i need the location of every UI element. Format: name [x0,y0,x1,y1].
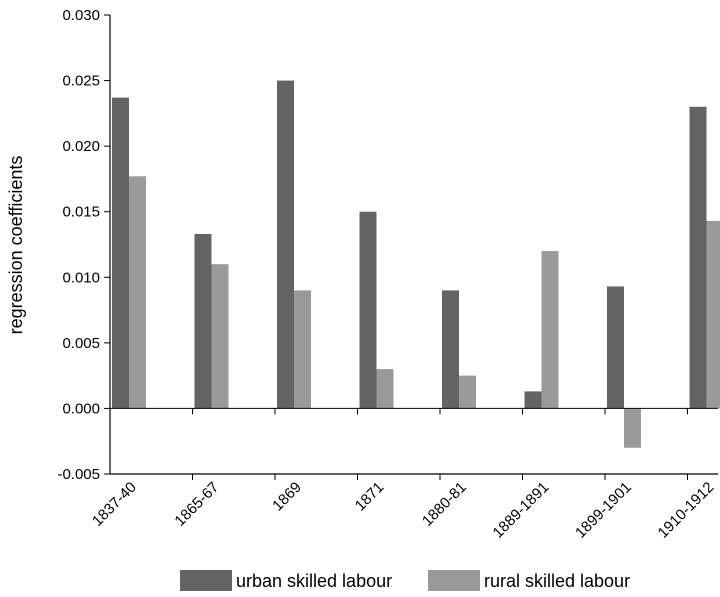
bar-rural-1899-1901 [624,408,641,448]
x-tick-label: 1837-40 [89,479,140,530]
bar-rural-1869 [294,290,311,409]
legend: urban skilled labour rural skilled labour [180,570,630,591]
bar-urban-1910-1912 [689,106,707,409]
legend-swatch-urban [180,570,232,591]
bar-urban-1869 [277,80,294,409]
bar-rural-1865-67 [211,264,229,409]
bar-rural-1910-1912 [706,220,720,409]
legend-label-urban: urban skilled labour [236,571,392,591]
bar-rural-1889-1891 [541,251,559,409]
x-tick-label: 1899-1901 [572,479,635,542]
y-tick-label: 0.015 [62,204,100,221]
y-tick-label: -0.005 [57,466,100,483]
y-axis-label: regression coefficients [6,156,26,335]
x-tick-label: 1871 [352,479,388,515]
y-tick-label: 0.030 [62,7,100,24]
y-tick-label: 0.025 [62,73,100,90]
legend-label-rural: rural skilled labour [484,571,630,591]
bar-urban-1865-67 [194,234,212,409]
bar-rural-1871 [376,369,394,409]
bars-group [112,80,720,448]
bar-urban-1837-40 [112,97,129,409]
x-tick-label: 1869 [269,479,305,515]
axes-group [109,15,718,475]
bar-urban-1899-1901 [607,286,624,409]
y-tick-label: 0.020 [62,138,100,155]
bar-urban-1871 [359,211,377,409]
y-tick-label: 0.000 [62,400,100,417]
x-tick-label: 1889-1891 [490,479,553,542]
bar-urban-1880-81 [442,290,459,409]
y-tick-label: 0.010 [62,269,100,286]
x-tick-label: 1910-1912 [655,479,718,542]
bar-rural-1880-81 [459,375,476,409]
x-tick-label: 1880-81 [419,479,470,530]
ticks-group: -0.005 0.000 0.005 0.010 0.015 0.020 0.025 0.03… [57,7,717,542]
bar-urban-1889-1891 [524,391,542,409]
y-tick-label: 0.005 [62,335,100,352]
legend-swatch-rural [428,570,480,591]
bar-rural-1837-40 [129,176,146,409]
x-tick-label: 1865-67 [171,479,222,530]
